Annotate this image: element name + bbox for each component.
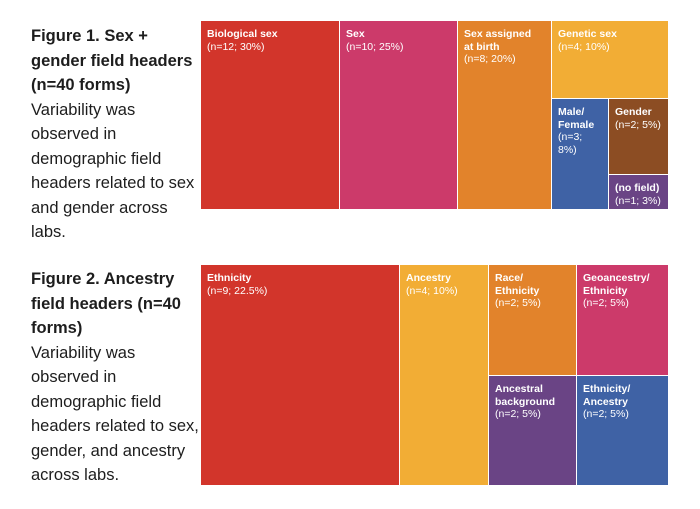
treemap-tile-male-female: Male/ Female (n=3; 8%): [552, 99, 609, 210]
treemap-tile-sex: Sex (n=10; 25%): [340, 21, 458, 210]
tile-label: Ethnicity: [207, 272, 252, 284]
tile-label: Ancestral background: [495, 383, 556, 408]
tile-label: Sex assigned at birth: [464, 28, 532, 53]
treemap-tile-geoancestry-ethnicity: Geoancestry/ Ethnicity (n=2; 5%): [577, 265, 669, 376]
treemap-tile-ethnicity-ancestry: Ethnicity/ Ancestry (n=2; 5%): [577, 376, 669, 486]
tile-value-label: (n=2; 5%): [495, 408, 541, 420]
treemap-tile-ethnicity: Ethnicity (n=9; 22.5%): [201, 265, 400, 486]
tile-label: Ethnicity/ Ancestry: [583, 383, 631, 408]
tile-label: Sex: [346, 28, 365, 40]
figure2-caption: Figure 2. Ancestry field headers (n=40 f…: [31, 267, 201, 488]
tile-label: (no field): [615, 182, 660, 194]
treemap-tile-ancestry: Ancestry (n=4; 10%): [400, 265, 489, 486]
tile-label: Biological sex: [207, 28, 278, 40]
tile-label: Geoancestry/ Ethnicity: [583, 272, 650, 297]
figure1-caption: Figure 1. Sex + gender field headers (n=…: [31, 24, 201, 245]
treemap-tile-sex-assigned-at-birth: Sex assigned at birth (n=8; 20%): [458, 21, 552, 210]
tile-value-label: (n=9; 22.5%): [207, 284, 268, 297]
tile-value-label: (n=2; 5%): [583, 297, 629, 309]
tile-label: Genetic sex: [558, 28, 617, 40]
tile-value-label: (n=3; 8%): [558, 131, 583, 156]
treemap-tile-no-field: (no field) (n=1; 3%): [609, 175, 669, 210]
figure2-title: Figure 2. Ancestry field headers (n=40 f…: [31, 270, 181, 337]
tile-value-label: (n=2; 5%): [615, 118, 661, 131]
tile-value-label: (n=2; 5%): [583, 408, 629, 420]
tile-label: Gender: [615, 106, 652, 118]
tile-value-label: (n=10; 25%): [346, 40, 404, 53]
figure1-title: Figure 1. Sex + gender field headers (n=…: [31, 27, 193, 94]
tile-label: Race/ Ethnicity: [495, 272, 540, 297]
tile-value-label: (n=2; 5%): [495, 297, 541, 309]
treemap-tile-race-ethnicity: Race/ Ethnicity (n=2; 5%): [489, 265, 577, 376]
figure1-description: Variability was observed in demographic …: [31, 100, 195, 242]
tile-value-label: (n=4; 10%): [406, 284, 458, 297]
tile-value-label: (n=1; 3%): [615, 194, 661, 207]
treemap-tile-gender: Gender (n=2; 5%): [609, 99, 669, 175]
figure2-description: Variability was observed in demographic …: [31, 343, 199, 485]
figure2-treemap: Ethnicity (n=9; 22.5%) Ancestry (n=4; 10%) R…: [201, 265, 669, 486]
treemap-tile-genetic-sex: Genetic sex (n=4; 10%): [552, 21, 669, 99]
tile-value-label: (n=4; 10%): [558, 40, 610, 53]
treemap-tile-ancestral-background: Ancestral background (n=2; 5%): [489, 376, 577, 486]
tile-label: Male/ Female: [558, 106, 595, 131]
tile-value-label: (n=12; 30%): [207, 40, 265, 53]
tile-value-label: (n=8; 20%): [464, 53, 516, 65]
treemap-tile-biological-sex: Biological sex (n=12; 30%): [201, 21, 340, 210]
tile-label: Ancestry: [406, 272, 451, 284]
figure1-treemap: Biological sex (n=12; 30%) Sex (n=10; 25%) S…: [201, 21, 669, 210]
